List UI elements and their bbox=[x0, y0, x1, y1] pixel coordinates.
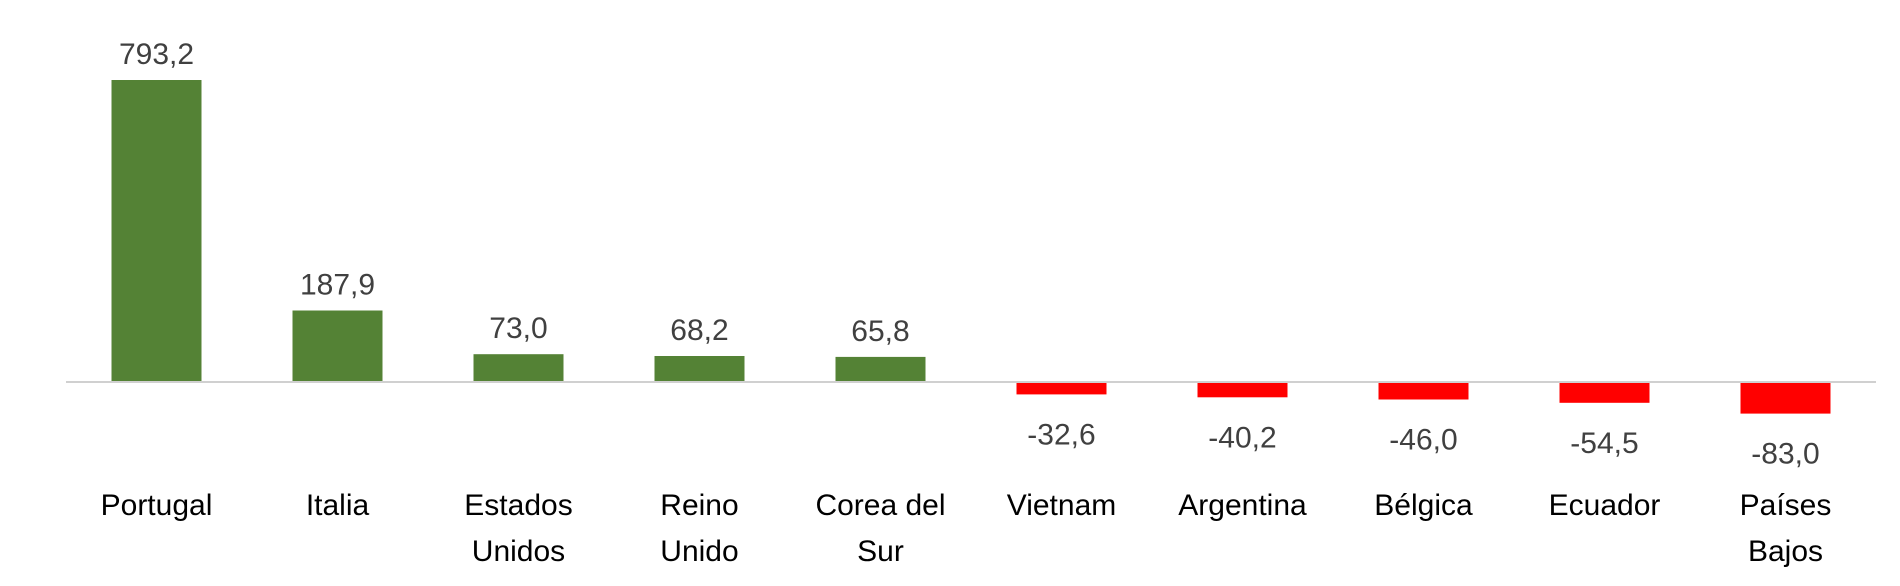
category-label: Portugal bbox=[101, 489, 213, 522]
category-label: Países Bajos bbox=[1740, 489, 1832, 568]
bar bbox=[654, 356, 745, 382]
category-label: Ecuador bbox=[1549, 489, 1661, 522]
category-label-line: Corea del bbox=[815, 489, 945, 522]
category-label-line: Argentina bbox=[1178, 489, 1307, 522]
data-label: 73,0 bbox=[489, 312, 547, 345]
data-label: 68,2 bbox=[670, 314, 728, 347]
category-label-line: Ecuador bbox=[1549, 489, 1661, 522]
data-label: -32,6 bbox=[1027, 418, 1095, 451]
bar bbox=[1740, 382, 1831, 414]
category-labels-layer: Portugal Italia Estados Unidos Reino Unido Cor… bbox=[101, 489, 1832, 568]
bar bbox=[473, 354, 564, 382]
category-label-line: Vietnam bbox=[1007, 489, 1117, 522]
bar bbox=[292, 310, 383, 382]
category-label: Reino Unido bbox=[660, 489, 738, 568]
bars-layer bbox=[111, 80, 1831, 414]
data-label: -83,0 bbox=[1751, 438, 1819, 471]
category-label: Vietnam bbox=[1007, 489, 1117, 522]
bar bbox=[1197, 382, 1288, 398]
category-label-line: Sur bbox=[857, 535, 904, 568]
category-label-line: Unidos bbox=[472, 535, 565, 568]
category-label: Italia bbox=[306, 489, 370, 522]
category-label-line: Estados bbox=[464, 489, 572, 522]
category-label: Estados Unidos bbox=[464, 489, 572, 568]
category-label-line: Unido bbox=[660, 535, 738, 568]
data-label: -40,2 bbox=[1208, 421, 1276, 454]
data-label: -54,5 bbox=[1570, 427, 1638, 460]
category-label-line: Italia bbox=[306, 489, 370, 522]
category-label-line: Bajos bbox=[1748, 535, 1823, 568]
category-label-line: Reino bbox=[660, 489, 738, 522]
category-label: Argentina bbox=[1178, 489, 1307, 522]
data-label: -46,0 bbox=[1389, 424, 1457, 457]
category-label: Corea del Sur bbox=[815, 489, 945, 568]
bar bbox=[1378, 382, 1469, 400]
data-label: 793,2 bbox=[119, 38, 194, 71]
data-label: 187,9 bbox=[300, 269, 375, 302]
category-label-line: Países bbox=[1740, 489, 1832, 522]
category-label-line: Portugal bbox=[101, 489, 213, 522]
bar bbox=[835, 356, 926, 382]
bar bbox=[1016, 382, 1107, 395]
data-label: 65,8 bbox=[851, 315, 909, 348]
category-label: Bélgica bbox=[1374, 489, 1473, 522]
value-labels-layer: 793,2 187,9 73,0 68,2 65,8 -32,6 -40,2 -46,0 -54… bbox=[119, 38, 1820, 471]
bar bbox=[1559, 382, 1650, 403]
bar bbox=[111, 80, 202, 382]
category-label-line: Bélgica bbox=[1374, 489, 1473, 522]
